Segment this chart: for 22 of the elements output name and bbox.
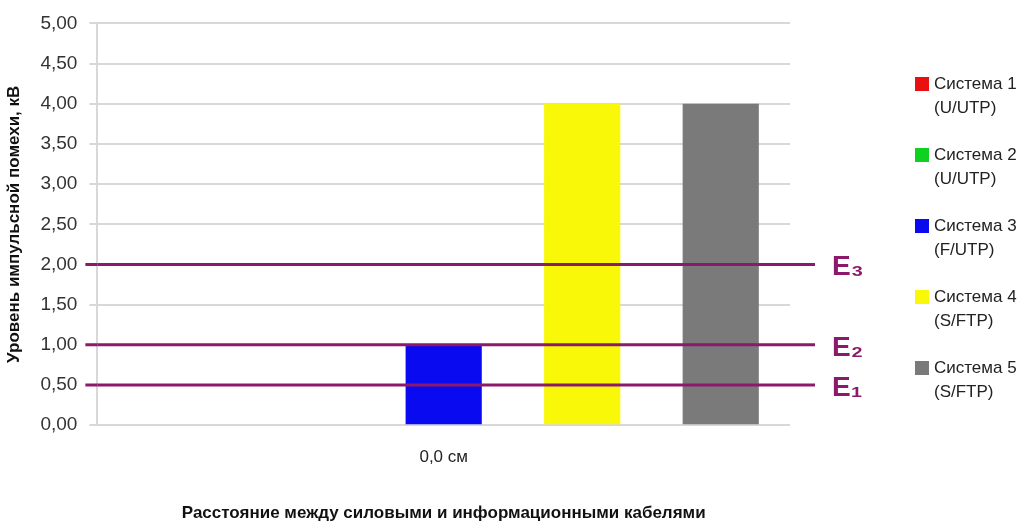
x-axis-title: Расстояние между силовыми и информационными кабелями: [181, 503, 706, 523]
y-tick-label: 4,50: [40, 51, 78, 73]
legend-label: Система 5 (S/FTP): [934, 357, 1018, 403]
ref-line-label: E₃: [832, 250, 864, 282]
y-tick-label: 1,50: [40, 292, 78, 314]
y-tick-label: 0,00: [40, 413, 78, 435]
y-tick-label: 3,50: [40, 132, 78, 154]
y-axis-title: Уровень импульсной помехи, кВ: [3, 85, 23, 363]
y-tick-label: 0,50: [40, 373, 78, 395]
x-tick-label: 0,0 см: [419, 447, 468, 467]
legend-label: Система 1 (U/UTP): [934, 73, 1018, 119]
legend-label: Система 3 (F/UTP): [934, 215, 1018, 261]
ref-line-label: E₁: [832, 370, 863, 402]
y-tick-label: 1,00: [40, 333, 78, 355]
y-tick-label: 3,00: [40, 172, 78, 194]
legend-label: Система 2 (U/UTP): [934, 144, 1018, 190]
y-tick-label: 4,00: [40, 91, 78, 113]
ref-line-label: E₂: [832, 330, 864, 362]
y-tick-label: 2,50: [40, 212, 78, 234]
legend-label: Система 4 (S/FTP): [934, 286, 1018, 332]
y-tick-label: 5,00: [40, 11, 78, 33]
y-tick-label: 2,00: [40, 252, 78, 274]
